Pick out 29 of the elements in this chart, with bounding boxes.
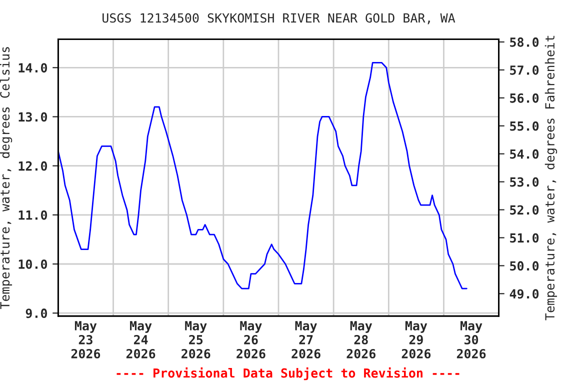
line-series [58, 62, 468, 290]
y2-tick-label: 50.0 [510, 261, 539, 271]
y-tick-label: 9.0 [26, 308, 48, 318]
x-tick-label: May 27 2026 [292, 321, 320, 358]
y-tick-label: 10.0 [18, 259, 48, 269]
x-tick-label: May 23 2026 [71, 321, 100, 358]
x-tick-label: May 25 2026 [182, 321, 210, 358]
y2-tick-label: 57.0 [510, 65, 539, 75]
y2-tick-label: 54.0 [510, 149, 539, 159]
y-tick-label: 11.0 [18, 210, 48, 220]
x-tick-label: May 24 2026 [126, 321, 156, 358]
text: ---- Provisional Data Subject to Revision ---- [116, 367, 460, 380]
y2-tick-label: 53.0 [510, 177, 539, 187]
y2-tick-label: 49.0 [510, 289, 539, 299]
y-tick-label: 13.0 [18, 112, 48, 122]
y2-tick-label: 55.0 [510, 121, 539, 131]
chart-title: USGS 12134500 SKYKOMISH RIVER NEAR GOLD BAR, WA [102, 13, 456, 24]
y-axis-title: Temperature, water, degrees Celsius [0, 47, 12, 310]
y2-axis-title: Temperature, water, degrees Fahrenheit [544, 36, 558, 320]
x-tick-label: May 28 2026 [346, 321, 376, 358]
x-tick-label: May 26 2026 [236, 321, 266, 358]
y2-tick-label: 51.0 [510, 233, 539, 243]
y2-tick-label: 52.0 [510, 205, 539, 215]
y-tick-label: 14.0 [18, 63, 48, 73]
y-tick-label: 12.0 [18, 161, 48, 171]
y2-tick-label: 56.0 [510, 93, 539, 103]
x-tick-label: May 29 2026 [402, 321, 431, 358]
y2-tick-label: 58.0 [510, 37, 539, 47]
x-tick-label: May 30 2026 [456, 321, 486, 358]
